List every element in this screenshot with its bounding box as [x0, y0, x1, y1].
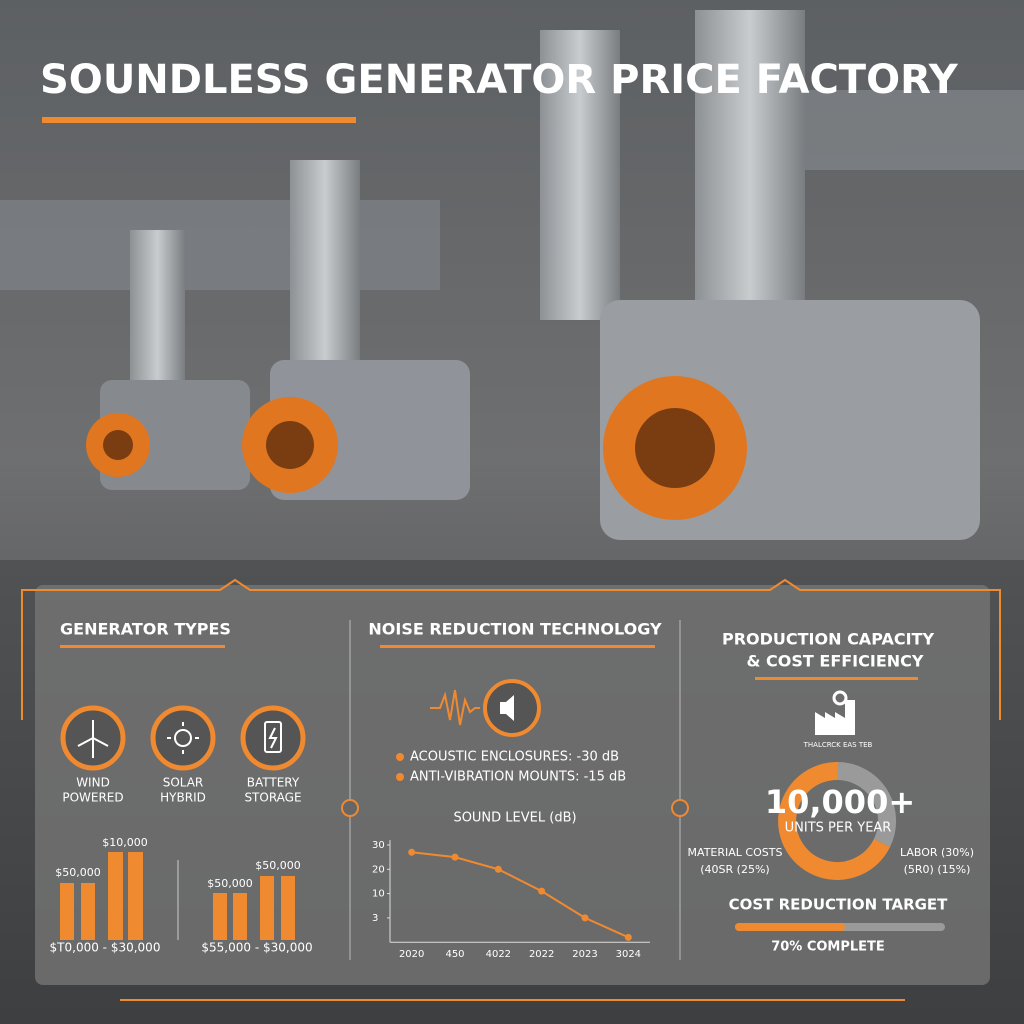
- x-tick-label: 2022: [529, 949, 554, 960]
- y-tick-label: 10: [372, 889, 385, 900]
- point: [581, 914, 589, 922]
- legend-label: (5R0) (15%): [904, 863, 971, 876]
- underline: [755, 677, 918, 680]
- item-label: BATTERY: [247, 776, 300, 790]
- price-bar: [81, 883, 95, 940]
- item-label: HYBRID: [160, 791, 206, 805]
- price-range: $T0,000 - $30,000: [50, 941, 161, 955]
- point: [538, 887, 546, 895]
- item-label: WIND: [76, 776, 110, 790]
- point: [624, 933, 632, 941]
- divider-node: [341, 799, 359, 817]
- x-tick-label: 2023: [572, 949, 597, 960]
- frame: [21, 578, 1001, 720]
- icon-glyphs: [77, 720, 282, 758]
- line-chart: 30 20 10 3 2020 450 4022 2022 2023 3024: [372, 840, 650, 960]
- price-label: $10,000: [102, 836, 148, 849]
- y-tick-label: 3: [372, 913, 378, 924]
- progress-label: 70% COMPLETE: [771, 940, 885, 955]
- x-tick-label: 3024: [616, 949, 641, 960]
- donut: [778, 761, 897, 880]
- price-bar: [260, 876, 274, 940]
- price-bar: [233, 893, 247, 940]
- capacity-unit: UNITS PER YEAR: [785, 821, 892, 836]
- icons: [60, 705, 306, 771]
- bullet: [396, 753, 404, 761]
- progress-fill: [735, 923, 845, 931]
- heading: NOISE REDUCTION TECHNOLOGY: [368, 620, 662, 639]
- y-tick-label: 20: [372, 864, 385, 875]
- legend-label: (40SR (25%): [700, 863, 769, 876]
- heading: GENERATOR TYPES: [60, 620, 231, 639]
- price-label: $50,000: [55, 866, 101, 879]
- item-label: SOLAR: [163, 776, 204, 790]
- bullet: [396, 773, 404, 781]
- price-bar: [128, 852, 143, 940]
- x-tick-label: 2020: [399, 949, 424, 960]
- point: [494, 865, 502, 873]
- x-tick-label: 450: [445, 949, 464, 960]
- legend-label: MATERIAL COSTS: [688, 846, 783, 859]
- price-label: $50,000: [255, 859, 301, 872]
- line: [411, 851, 629, 939]
- bullet-text: ANTI-VIBRATION MOUNTS: -15 dB: [410, 770, 626, 785]
- capacity: 10,000+: [765, 783, 915, 821]
- wave-icon: [430, 689, 480, 726]
- title: SOUNDLESS GENERATOR PRICE FACTORY: [40, 57, 959, 103]
- price-bar: [281, 876, 295, 940]
- price-bar: [213, 893, 227, 940]
- factory-icon: [815, 700, 855, 735]
- speaker-glyph: [500, 695, 514, 721]
- divider-node: [671, 799, 689, 817]
- item-label: STORAGE: [244, 791, 301, 805]
- underline: [380, 645, 655, 648]
- bullet-text: ACOUSTIC ENCLOSURES: -30 dB: [410, 750, 619, 765]
- point: [408, 848, 416, 856]
- legend-label: LABOR (30%): [900, 846, 974, 859]
- item-label: POWERED: [62, 791, 123, 805]
- underline: [60, 645, 225, 648]
- icon-caption: THALCRCK EAS TEB: [803, 741, 873, 749]
- price-bar: [60, 883, 74, 940]
- target-label: COST REDUCTION TARGET: [729, 896, 949, 914]
- x-tick-label: 4022: [486, 949, 511, 960]
- price-label: $50,000: [207, 877, 253, 890]
- price-range: $55,000 - $30,000: [201, 941, 312, 955]
- heading: & COST EFFICIENCY: [747, 652, 924, 671]
- point: [451, 853, 459, 861]
- y-tick-label: 30: [372, 840, 385, 851]
- heading: PRODUCTION CAPACITY: [722, 630, 934, 649]
- title-underline: [42, 117, 356, 123]
- price-bar: [108, 852, 123, 940]
- chart-title: SOUND LEVEL (dB): [453, 811, 576, 826]
- gear-icon: [832, 690, 848, 706]
